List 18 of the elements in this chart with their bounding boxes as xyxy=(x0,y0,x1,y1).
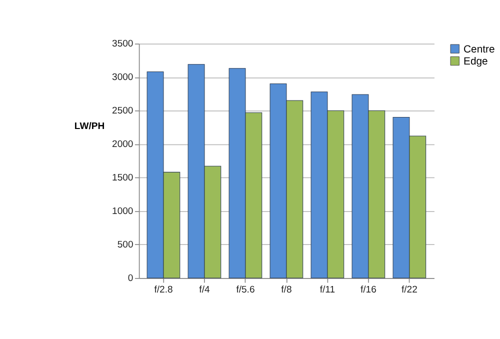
x-tick-label: f/4 xyxy=(199,284,210,296)
legend-label: Edge xyxy=(464,56,488,68)
y-tick-label: 500 xyxy=(117,240,134,251)
y-axis-title: LW/PH xyxy=(74,121,105,132)
y-tick-label: 2500 xyxy=(112,106,134,117)
x-tick-label: f/16 xyxy=(360,284,376,296)
x-tick-label: f/8 xyxy=(281,284,292,296)
y-tick-label: 2000 xyxy=(112,139,134,150)
y-tick-label: 3000 xyxy=(112,72,134,84)
y-tick-label: 1000 xyxy=(112,206,134,218)
x-tick-label: f/2.8 xyxy=(154,284,173,296)
x-tick-label: f/5.6 xyxy=(236,284,255,296)
legend-label: Centre xyxy=(464,44,495,56)
x-tick-label: f/22 xyxy=(401,284,418,296)
x-tick-label: f/11 xyxy=(320,284,336,296)
y-tick-label: 3500 xyxy=(112,38,134,50)
y-tick-label: 0 xyxy=(128,273,134,284)
y-tick-label: 1500 xyxy=(112,172,134,184)
